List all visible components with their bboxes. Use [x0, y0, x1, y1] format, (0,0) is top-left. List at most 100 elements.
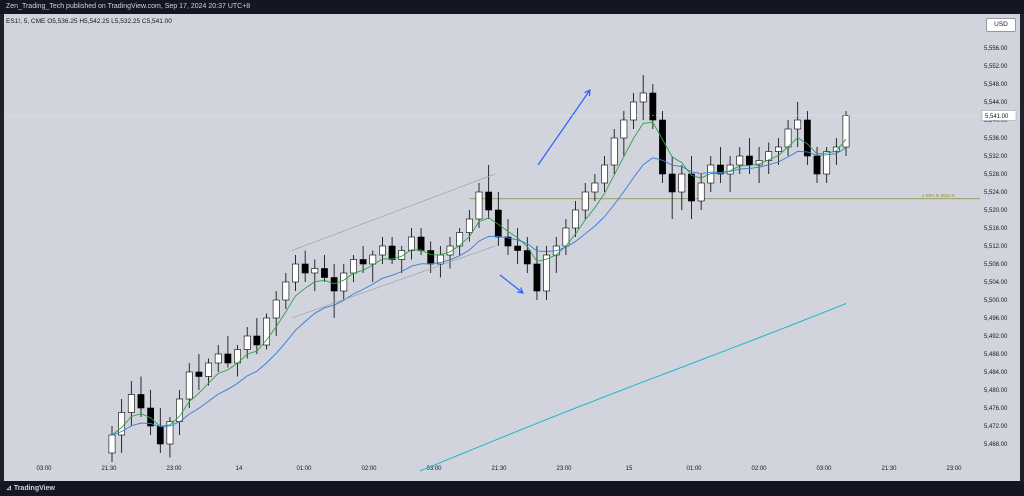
y-tick-label: 5,556.00	[984, 46, 1008, 52]
last-price-tag	[981, 110, 1017, 121]
candle-body	[668, 173, 676, 193]
candle-body	[794, 119, 802, 130]
down-arrow-icon	[499, 274, 524, 294]
channel-upper-line	[291, 173, 496, 251]
y-tick-label: 5,524.00	[984, 190, 1008, 196]
candle-body	[398, 250, 406, 260]
candle-body	[601, 164, 608, 184]
candle-body	[147, 407, 155, 427]
candle-body	[610, 137, 618, 166]
candle-body	[127, 394, 135, 413]
candle-body	[765, 151, 773, 161]
y-tick-label: 5,472.00	[984, 424, 1008, 430]
candle-body	[746, 155, 753, 166]
y-tick-label: 5,468.00	[984, 442, 1008, 448]
x-tick-label: 23:00	[166, 466, 182, 472]
x-tick-label: 21:30	[491, 466, 507, 472]
y-tick-label: 5,508.00	[984, 262, 1008, 268]
candle-body	[379, 245, 386, 256]
symbol-legend: ES1!, 5, CME O5,536.25 H5,542.25 L5,532.…	[6, 18, 172, 25]
candle-body	[417, 236, 425, 251]
candle-body	[359, 259, 367, 265]
y-tick-label: 5,548.00	[984, 82, 1008, 88]
candle-body	[514, 245, 522, 251]
x-tick-label: 14	[236, 466, 243, 472]
candle-body	[533, 263, 541, 292]
candle-body	[775, 146, 782, 152]
candle-body	[572, 209, 579, 229]
candle-body	[581, 191, 589, 211]
channel-lower-line	[291, 245, 496, 319]
candle-body	[688, 173, 695, 202]
y-tick-label: 5,500.00	[984, 298, 1008, 304]
x-tick-label: 03:00	[426, 466, 442, 472]
candle-body	[166, 421, 174, 445]
y-tick-label: 5,544.00	[984, 100, 1008, 106]
y-tick-label: 5,504.00	[984, 280, 1008, 286]
x-tick-label: 01:00	[296, 466, 312, 472]
candle-body	[456, 232, 464, 247]
long-ma-line	[419, 303, 847, 472]
legend-close: C5,541.00	[141, 18, 172, 25]
candle-body	[292, 263, 299, 283]
candle-body	[263, 317, 270, 346]
candle-body	[205, 362, 212, 377]
candle-body	[224, 353, 232, 364]
y-tick-label: 5,492.00	[984, 334, 1008, 340]
candle-body	[214, 353, 222, 364]
y-tick-label: 5,520.00	[984, 208, 1008, 214]
candle-body	[369, 254, 377, 265]
candle-body	[195, 371, 203, 377]
ema-fast-line	[111, 121, 847, 436]
candle-body	[620, 119, 628, 139]
candle-body	[475, 191, 483, 220]
legend-open: O5,536.25	[47, 18, 78, 25]
candle-body	[823, 151, 831, 175]
candle-body	[156, 425, 164, 445]
up-arrow-icon-head	[584, 88, 591, 97]
candle-body	[272, 299, 280, 319]
candle-body	[504, 236, 512, 247]
candle-body	[427, 250, 435, 265]
candle-body	[659, 119, 666, 175]
candle-body	[243, 335, 251, 350]
y-tick-label: 5,488.00	[984, 352, 1008, 358]
candle-body	[697, 182, 705, 202]
candle-body	[185, 371, 193, 400]
candle-body	[630, 101, 637, 121]
y-tick-label: 5,552.00	[984, 64, 1008, 70]
x-tick-label: 21:30	[101, 466, 117, 472]
legend-high: H5,542.25	[79, 18, 110, 25]
x-tick-label: 01:00	[686, 466, 702, 472]
candle-body	[301, 263, 309, 274]
candle-body	[321, 268, 328, 278]
x-tick-label: 02:00	[751, 466, 767, 472]
candle-body	[736, 155, 744, 166]
x-tick-label: 02:00	[361, 466, 377, 472]
candle-body	[282, 281, 290, 301]
y-tick-label: 5,536.00	[984, 136, 1008, 142]
attribution-bar: Zen_Trading_Tech published on TradingVie…	[0, 0, 1024, 14]
candle-body	[253, 335, 261, 346]
x-tick-label: 15	[626, 466, 633, 472]
currency-button[interactable]: USD	[986, 18, 1016, 32]
candle-body	[446, 245, 454, 256]
y-tick-label: 5,496.00	[984, 316, 1008, 322]
candle-body	[465, 218, 473, 233]
candle-body	[494, 209, 502, 238]
attribution-text: Zen_Trading_Tech published on TradingVie…	[6, 3, 251, 10]
candle-body	[340, 272, 348, 292]
up-arrow-icon	[537, 89, 591, 166]
y-tick-label: 5,516.00	[984, 226, 1008, 232]
candle-body	[543, 254, 550, 292]
candle-body	[137, 394, 145, 409]
candle-body	[842, 115, 850, 148]
y-tick-label: 5,512.00	[984, 244, 1008, 250]
chart-frame[interactable]	[4, 14, 1020, 481]
candle-body	[678, 173, 686, 193]
footer-bar: ⊿ TradingView	[0, 481, 1024, 496]
tradingview-logo-text: TradingView	[13, 485, 55, 492]
tradingview-logo[interactable]: ⊿ TradingView	[6, 485, 55, 492]
last-price-label: 5,541.00	[985, 114, 1009, 120]
